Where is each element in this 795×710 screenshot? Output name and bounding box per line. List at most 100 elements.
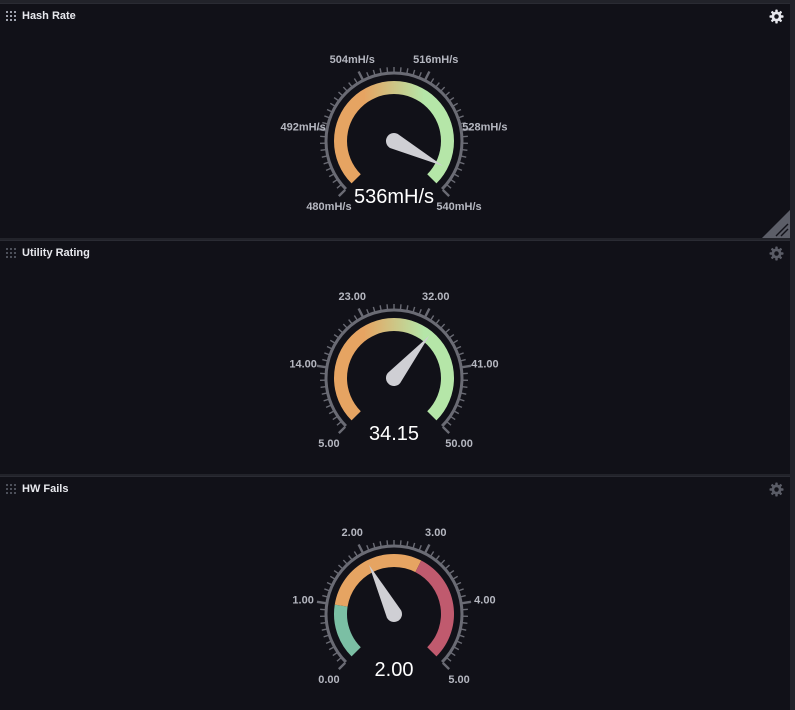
gauge-minor-tick	[441, 560, 444, 564]
gauge-minor-tick	[456, 109, 461, 111]
gauge-major-tick	[425, 545, 429, 553]
gauge-minor-tick	[380, 541, 381, 546]
gauge-minor-tick	[329, 411, 333, 413]
gauge-minor-tick	[322, 156, 327, 157]
gauge-minor-tick	[431, 316, 434, 320]
gauge-minor-tick	[343, 87, 346, 91]
gauge-minor-tick	[461, 596, 466, 597]
gauge-minor-tick	[460, 162, 465, 164]
gauge-tick-label: 516mH/s	[413, 54, 458, 66]
gauge-minor-tick	[343, 324, 346, 328]
gauge-minor-tick	[451, 417, 455, 420]
gauge-tick-label: 492mH/s	[280, 122, 325, 134]
gauge-minor-tick	[349, 556, 352, 560]
gauge-major-tick	[425, 309, 429, 317]
gauge-minor-tick	[461, 156, 466, 157]
gauge-minor-tick	[462, 150, 467, 151]
gauge-minor-tick	[454, 647, 458, 649]
gauge-tick-label: 3.00	[425, 527, 446, 539]
gauge-minor-tick	[450, 98, 454, 101]
gauge-minor-tick	[460, 399, 465, 401]
gauge-major-tick	[462, 602, 471, 603]
gauge-minor-tick	[322, 393, 327, 394]
gauge-minor-tick	[407, 541, 408, 546]
gauge-tick-label: 504mH/s	[330, 54, 375, 66]
gauge-minor-tick	[453, 340, 457, 343]
gauge-minor-tick	[326, 168, 331, 170]
gauge-tick-label: 14.00	[289, 359, 317, 371]
gauge-minor-tick	[327, 346, 332, 348]
gauge-minor-tick	[338, 329, 342, 332]
gauge-minor-tick	[354, 552, 357, 556]
gauge-major-tick	[317, 366, 326, 367]
gauge-minor-tick	[324, 635, 329, 637]
gauge-minor-tick	[367, 309, 369, 314]
gauge-minor-tick	[326, 641, 331, 643]
gauge-major-tick	[443, 427, 449, 433]
gauge-minor-tick	[373, 307, 374, 312]
gauge-minor-tick	[338, 565, 342, 568]
gauge-minor-tick	[461, 393, 466, 394]
gauge-minor-tick	[451, 653, 455, 656]
gauge-tick-label: 5.00	[318, 438, 339, 450]
gauge-minor-tick	[457, 641, 462, 643]
gauge-major-tick	[359, 545, 363, 553]
gauge-minor-tick	[461, 629, 466, 630]
gauge-minor-tick	[457, 405, 462, 407]
gauge-minor-tick	[459, 116, 464, 118]
gauge-minor-tick	[451, 180, 455, 183]
gauge-minor-tick	[447, 185, 451, 188]
gauge-minor-tick	[461, 360, 466, 361]
gauge-minor-tick	[462, 623, 467, 624]
gauge-needle	[386, 133, 443, 166]
gauge-major-tick	[462, 366, 471, 367]
gauge-tick-label: 528mH/s	[462, 122, 507, 134]
gauge-major-tick	[443, 190, 449, 196]
gauge-minor-tick	[441, 87, 444, 91]
gauge-minor-tick	[454, 174, 458, 176]
gauge-tick-label: 540mH/s	[436, 201, 481, 213]
gauge-minor-tick	[321, 623, 326, 624]
gauge-minor-tick	[453, 576, 457, 579]
gauge-minor-tick	[450, 335, 454, 338]
gauge-tick-label: 2.00	[342, 527, 363, 539]
gauge-minor-tick	[324, 399, 329, 401]
gauge-minor-tick	[349, 320, 352, 324]
gauge-minor-tick	[453, 103, 457, 106]
gauge-minor-tick	[446, 92, 450, 95]
gauge-minor-tick	[413, 543, 414, 548]
gauge-needle	[369, 565, 402, 622]
gauge-minor-tick	[333, 417, 337, 420]
gauge-minor-tick	[334, 98, 338, 101]
gauge-tick-label: 32.00	[422, 291, 450, 303]
gauge-minor-tick	[324, 162, 329, 164]
gauge-minor-tick	[367, 545, 369, 550]
gauge-minor-tick	[329, 174, 333, 176]
gauge-tick-label: 23.00	[338, 291, 366, 303]
gauge-minor-tick	[333, 653, 337, 656]
gauge-minor-tick	[354, 316, 357, 320]
gauge-band	[334, 605, 361, 657]
gauge-tick-label: 0.00	[318, 674, 339, 686]
gauge-minor-tick	[447, 658, 451, 661]
gauge-minor-tick	[367, 72, 369, 77]
gauge-tick-label: 41.00	[471, 359, 499, 371]
gauge-minor-tick	[337, 422, 341, 425]
gauge-minor-tick	[322, 360, 327, 361]
gauge-major-tick	[359, 72, 363, 80]
gauge-minor-tick	[419, 72, 421, 77]
gauge-minor-tick	[334, 335, 338, 338]
gauge-minor-tick	[354, 79, 357, 83]
gauge-minor-tick	[327, 109, 332, 111]
gauge-major-tick	[317, 602, 326, 603]
gauge-minor-tick	[321, 387, 326, 388]
gauge-minor-tick	[457, 168, 462, 170]
gauge-minor-tick	[456, 346, 461, 348]
gauge-major-tick	[425, 72, 429, 80]
gauge-minor-tick	[324, 116, 329, 118]
resize-handle-icon[interactable]	[762, 210, 790, 238]
gauge-minor-tick	[456, 582, 461, 584]
